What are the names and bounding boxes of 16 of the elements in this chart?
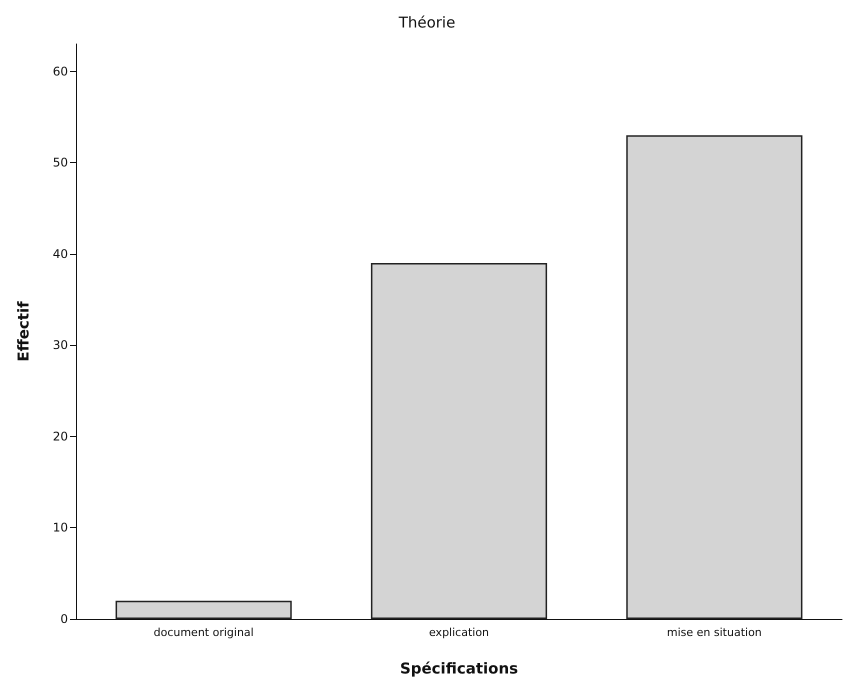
- bar: [370, 263, 548, 619]
- y-tick-label: 40: [52, 246, 68, 261]
- y-tick-label: 50: [52, 156, 68, 170]
- bar: [626, 135, 802, 619]
- x-tick-label: explication: [428, 626, 490, 639]
- x-tick-label: document original: [154, 626, 254, 639]
- y-tick-label: 20: [52, 429, 68, 444]
- y-tick-label: 10: [52, 520, 68, 535]
- x-tick-label: mise en situation: [666, 626, 762, 639]
- x-axis-title: Spécifications: [400, 660, 518, 678]
- y-axis-title: Effectif: [14, 300, 32, 362]
- y-tick-label: 60: [52, 64, 68, 78]
- bar: [116, 600, 292, 619]
- y-tick-label: 30: [52, 338, 68, 352]
- chart-title: Théorie: [398, 14, 456, 32]
- y-tick-label: 0: [60, 612, 68, 626]
